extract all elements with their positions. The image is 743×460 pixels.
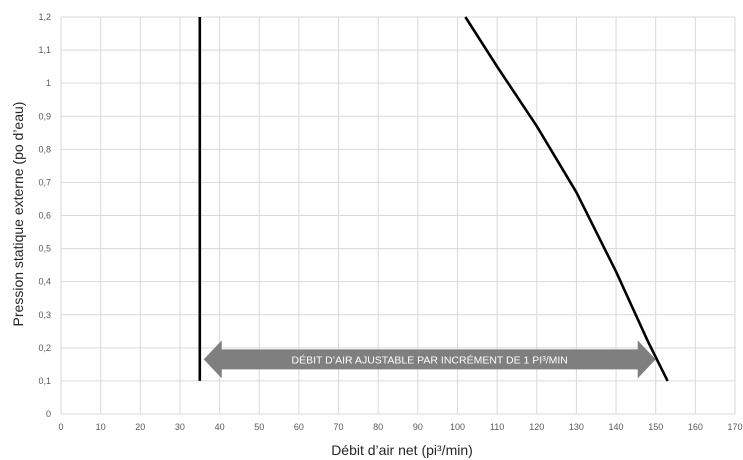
x-tick-label: 110: [490, 422, 504, 432]
x-tick-label: 40: [215, 422, 225, 432]
y-axis-title: Pression statique externe (po d’eau): [10, 102, 26, 327]
y-tick-label: 0,9: [38, 111, 51, 121]
series: [198, 16, 669, 382]
y-tick-label: 0: [46, 409, 51, 419]
y-tick-label: 0,3: [38, 310, 51, 320]
x-tick-label: 50: [254, 422, 264, 432]
series-line-2: [464, 16, 669, 382]
y-tick-label: 1: [46, 78, 51, 88]
y-tick-label: 0,2: [38, 343, 51, 353]
x-tick-label: 30: [175, 422, 185, 432]
x-tick-label: 60: [294, 422, 304, 432]
x-tick-label: 20: [135, 422, 145, 432]
x-tick-label: 100: [450, 422, 465, 432]
x-tick-label: 160: [688, 422, 703, 432]
grid: [60, 16, 736, 415]
x-tick-label: 80: [373, 422, 383, 432]
arrow-shape: [203, 340, 656, 379]
x-tick-label: 120: [529, 422, 544, 432]
x-tick-label: 70: [334, 422, 344, 432]
adjustable-range-arrow: DÉBIT D’AIR AJUSTABLE PAR INCRÉMENT DE 1…: [203, 340, 656, 379]
x-tick-label: 170: [727, 422, 742, 432]
y-tick-label: 0,8: [38, 144, 51, 154]
y-tick-label: 0,6: [38, 211, 51, 221]
x-axis-title: Débit d’air net (pi³/min): [331, 442, 473, 458]
x-tick-label: 150: [648, 422, 663, 432]
y-tick-label: 1,2: [38, 12, 51, 22]
arrow-label: DÉBIT D’AIR AJUSTABLE PAR INCRÉMENT DE 1…: [292, 353, 568, 366]
x-tick-label: 10: [96, 422, 106, 432]
y-tick-label: 1,1: [38, 45, 51, 55]
y-tick-label: 0,4: [38, 277, 51, 287]
y-tick-label: 0,7: [38, 177, 51, 187]
y-tick-label: 0,1: [38, 376, 51, 386]
x-tick-label: 130: [569, 422, 584, 432]
tick-labels: 0 10 20 30 40 50 60 70 80 90 100 110 120 130 140 150 160…: [38, 12, 742, 432]
x-tick-label: 90: [413, 422, 423, 432]
y-tick-label: 0,5: [38, 244, 51, 254]
x-tick-label: 0: [58, 422, 63, 432]
x-tick-label: 140: [609, 422, 624, 432]
